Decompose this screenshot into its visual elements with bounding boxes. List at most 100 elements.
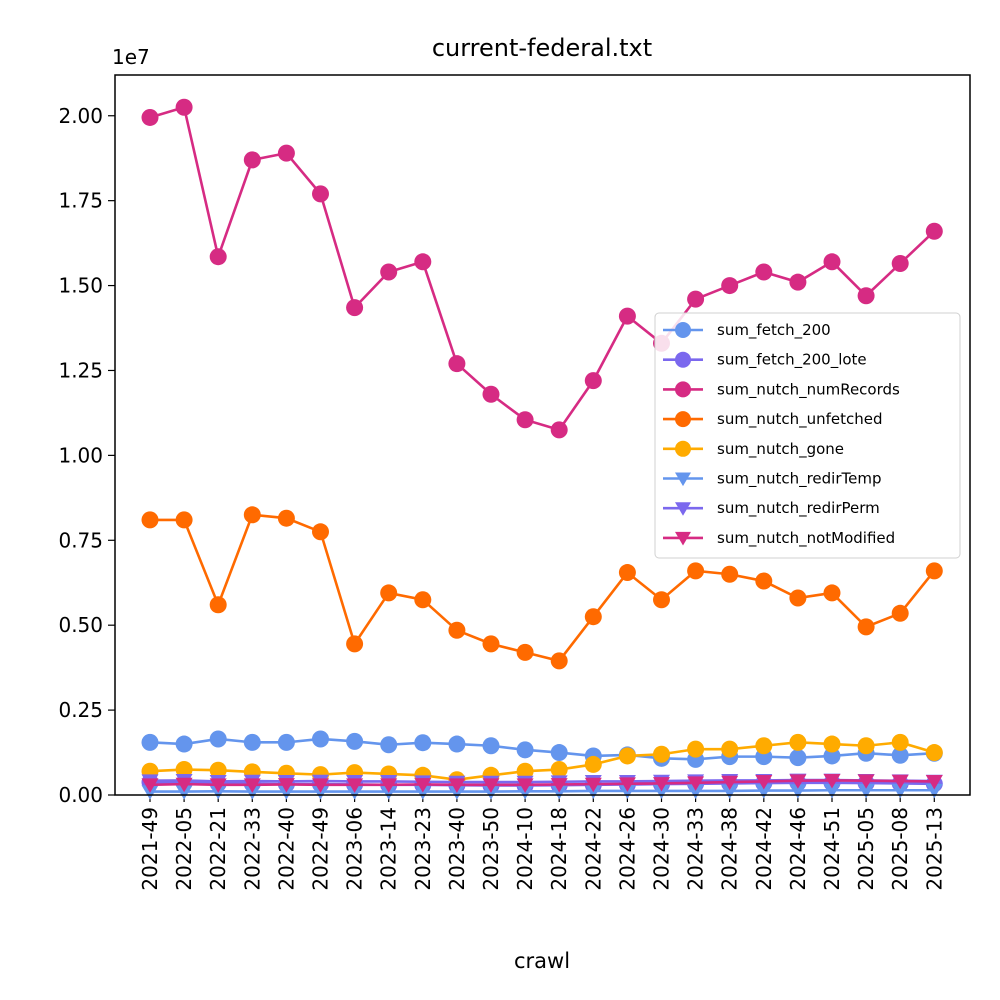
data-point bbox=[857, 737, 875, 755]
legend-label: sum_nutch_notModified bbox=[717, 529, 895, 548]
data-point bbox=[755, 775, 773, 790]
x-tick-label: 2022-49 bbox=[309, 807, 333, 891]
data-point bbox=[482, 737, 500, 755]
data-point bbox=[380, 263, 398, 281]
legend-label: sum_nutch_redirPerm bbox=[717, 499, 880, 518]
legend-marker bbox=[675, 411, 691, 428]
data-point bbox=[346, 778, 364, 793]
data-point bbox=[312, 523, 329, 541]
data-point bbox=[755, 263, 773, 281]
x-tick-label: 2025-08 bbox=[888, 807, 912, 891]
data-point bbox=[584, 777, 602, 793]
x-tick-label: 2022-40 bbox=[274, 807, 298, 891]
data-point bbox=[857, 618, 875, 636]
data-point bbox=[448, 735, 466, 753]
data-point bbox=[687, 740, 705, 758]
legend-marker bbox=[675, 472, 691, 487]
data-point bbox=[823, 735, 841, 753]
data-point bbox=[516, 643, 534, 661]
x-tick-label: 2024-22 bbox=[581, 807, 605, 891]
x-tick-label: 2023-40 bbox=[445, 807, 469, 891]
x-tick-label: 2023-06 bbox=[343, 807, 367, 891]
data-point bbox=[687, 290, 705, 308]
data-point bbox=[925, 222, 943, 240]
x-axis-label: crawl bbox=[514, 949, 570, 973]
data-point bbox=[414, 253, 432, 271]
data-point bbox=[175, 735, 193, 753]
y-tick-label: 2.00 bbox=[58, 104, 103, 128]
data-point bbox=[380, 736, 398, 754]
data-point bbox=[755, 572, 773, 590]
data-point bbox=[618, 747, 636, 765]
data-point bbox=[857, 287, 875, 305]
data-point bbox=[823, 584, 841, 602]
data-point bbox=[141, 778, 159, 793]
data-point bbox=[891, 254, 909, 272]
data-point bbox=[721, 277, 739, 295]
data-point bbox=[277, 733, 295, 751]
data-point bbox=[175, 511, 193, 529]
y-tick-label: 1.75 bbox=[58, 189, 103, 213]
data-point bbox=[823, 774, 841, 789]
data-point bbox=[789, 733, 807, 751]
data-point bbox=[891, 746, 909, 764]
y-tick-label: 0.00 bbox=[58, 783, 103, 807]
data-point bbox=[721, 775, 739, 791]
y-tick-label: 0.25 bbox=[58, 698, 103, 722]
data-point bbox=[448, 621, 466, 639]
data-point bbox=[891, 604, 909, 622]
data-point bbox=[243, 733, 261, 751]
data-point bbox=[721, 784, 739, 799]
data-point bbox=[141, 733, 159, 751]
plot-frame bbox=[114, 74, 971, 796]
data-point bbox=[618, 564, 636, 582]
data-point bbox=[789, 273, 807, 291]
legend-marker bbox=[675, 322, 691, 338]
data-point bbox=[209, 248, 227, 266]
data-point bbox=[482, 385, 500, 403]
series-sum_nutch_notModified bbox=[141, 774, 943, 793]
legend-marker bbox=[675, 351, 691, 368]
x-tick-label: 2024-18 bbox=[547, 807, 571, 891]
x-tick-label: 2021-49 bbox=[138, 807, 162, 891]
data-point bbox=[789, 589, 807, 607]
data-point bbox=[823, 253, 841, 271]
data-point bbox=[857, 774, 875, 789]
data-point bbox=[277, 509, 295, 527]
data-point bbox=[789, 774, 807, 789]
x-tick-label: 2025-13 bbox=[922, 807, 946, 891]
data-point bbox=[175, 98, 193, 116]
data-point bbox=[857, 783, 875, 799]
data-point bbox=[414, 778, 432, 793]
legend-entry: sum_fetch_200 bbox=[663, 321, 831, 340]
x-tick-label: 2023-14 bbox=[377, 807, 401, 891]
data-point bbox=[687, 776, 705, 791]
legend-label: sum_nutch_numRecords bbox=[717, 380, 900, 399]
data-point bbox=[175, 785, 193, 800]
data-point bbox=[653, 784, 670, 799]
series-sum_nutch_unfetched bbox=[141, 506, 943, 670]
data-point bbox=[823, 783, 841, 799]
data-point bbox=[380, 584, 398, 602]
x-tick-label: 2024-46 bbox=[786, 807, 810, 891]
x-tick-label: 2024-42 bbox=[752, 807, 776, 891]
data-point bbox=[925, 562, 943, 580]
series-line bbox=[149, 779, 935, 787]
data-point bbox=[550, 761, 568, 779]
data-point bbox=[141, 511, 159, 529]
legend-marker bbox=[675, 440, 691, 457]
data-point bbox=[243, 778, 261, 793]
legend-entry: sum_nutch_unfetched bbox=[663, 410, 883, 429]
legend-entry: sum_nutch_redirPerm bbox=[663, 499, 880, 518]
legend-entry: sum_fetch_200_lote bbox=[663, 351, 867, 370]
data-point bbox=[925, 783, 943, 799]
data-point bbox=[584, 755, 602, 773]
data-point bbox=[175, 777, 193, 793]
x-tick-label: 2022-05 bbox=[172, 807, 196, 891]
data-point bbox=[243, 151, 261, 169]
data-point bbox=[789, 749, 807, 767]
x-tick-label: 2024-26 bbox=[615, 807, 639, 891]
legend-entry: sum_nutch_numRecords bbox=[663, 380, 900, 399]
x-tick-label: 2024-51 bbox=[820, 807, 844, 891]
